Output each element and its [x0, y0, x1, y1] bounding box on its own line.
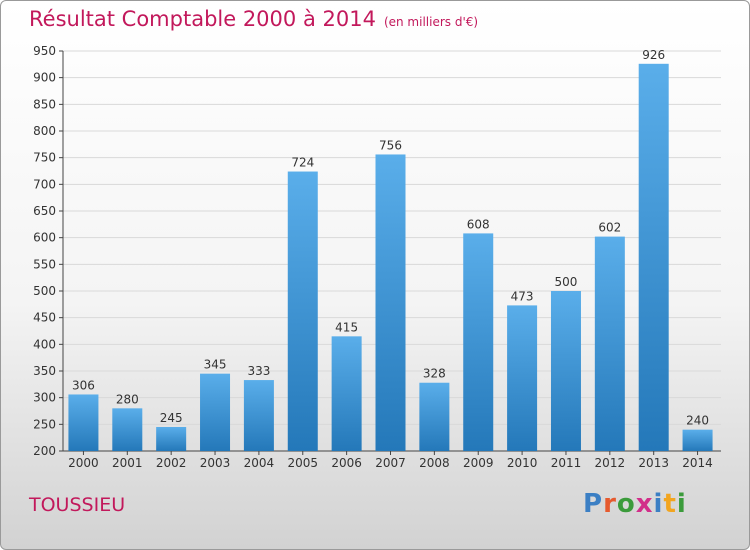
- y-tick-label: 650: [33, 204, 56, 218]
- data-label-2010: 473: [511, 289, 534, 303]
- data-label-2002: 245: [160, 411, 183, 425]
- bar-2004: [243, 380, 274, 451]
- x-tick-label-2014: 2014: [682, 456, 713, 470]
- data-label-2004: 333: [247, 364, 270, 378]
- data-label-2008: 328: [423, 367, 446, 381]
- bar-2014: [682, 429, 713, 451]
- logo-letter: i: [653, 489, 664, 519]
- logo-letter: x: [635, 489, 654, 519]
- bar-2003: [200, 373, 231, 451]
- y-tick-label: 700: [33, 177, 56, 191]
- x-tick-label-2003: 2003: [200, 456, 231, 470]
- y-tick-label: 750: [33, 151, 56, 165]
- x-tick-label-2004: 2004: [244, 456, 275, 470]
- y-tick-label: 250: [33, 417, 56, 431]
- bar-2006: [331, 336, 362, 451]
- data-label-2005: 724: [291, 156, 314, 170]
- y-tick-label: 450: [33, 311, 56, 325]
- bar-2007: [375, 154, 406, 451]
- x-tick-label-2005: 2005: [287, 456, 318, 470]
- y-tick-label: 900: [33, 71, 56, 85]
- logo-letter: i: [676, 489, 687, 519]
- y-tick-label: 550: [33, 257, 56, 271]
- y-tick-label: 200: [33, 444, 56, 458]
- data-label-2009: 608: [467, 217, 490, 231]
- data-label-2001: 280: [116, 392, 139, 406]
- data-label-2014: 240: [686, 414, 709, 428]
- data-label-2000: 306: [72, 378, 95, 392]
- chart-title: Résultat Comptable 2000 à 2014 (en millie…: [29, 7, 478, 31]
- data-label-2006: 415: [335, 320, 358, 334]
- bar-2011: [550, 291, 581, 451]
- logo-letter: P: [583, 489, 604, 519]
- y-tick-label: 500: [33, 284, 56, 298]
- y-tick-label: 400: [33, 337, 56, 351]
- x-tick-label-2007: 2007: [375, 456, 406, 470]
- bar-2000: [68, 394, 99, 451]
- y-tick-label: 350: [33, 364, 56, 378]
- logo-letter: o: [616, 489, 636, 519]
- x-tick-label-2011: 2011: [551, 456, 582, 470]
- x-tick-label-2012: 2012: [595, 456, 626, 470]
- bar-2001: [112, 408, 143, 451]
- x-tick-label-2010: 2010: [507, 456, 538, 470]
- y-tick-label: 600: [33, 231, 56, 245]
- x-tick-label-2001: 2001: [112, 456, 143, 470]
- chart-title-text: Résultat Comptable 2000 à 2014: [29, 7, 376, 31]
- bar-2013: [638, 63, 669, 452]
- data-label-2003: 345: [204, 358, 227, 372]
- y-tick-label: 950: [33, 44, 56, 58]
- y-tick-label: 300: [33, 391, 56, 405]
- x-tick-label-2006: 2006: [331, 456, 362, 470]
- x-tick-label-2009: 2009: [463, 456, 494, 470]
- y-tick-label: 850: [33, 97, 56, 111]
- bar-2005: [287, 171, 318, 452]
- x-tick-label-2002: 2002: [156, 456, 187, 470]
- axes: 200 250 300 350 400 450 500 550 600 650 700 750 800 8…: [33, 44, 721, 470]
- proxiti-logo: Proxiti: [583, 489, 687, 519]
- bar-2009: [463, 233, 494, 451]
- y-tick-label: 800: [33, 124, 56, 138]
- bars: [68, 63, 713, 452]
- commune-name: TOUSSIEU: [29, 494, 126, 516]
- chart-subtitle: (en milliers d'€): [383, 15, 479, 29]
- bar-2002: [156, 427, 187, 451]
- logo-letter: t: [663, 489, 677, 519]
- data-label-2011: 500: [555, 275, 578, 289]
- x-tick-label-2008: 2008: [419, 456, 450, 470]
- bar-2012: [594, 236, 625, 451]
- logo-letter: r: [603, 489, 617, 519]
- data-label-2012: 602: [598, 221, 621, 235]
- data-label-2013: 926: [642, 48, 665, 62]
- bar-2008: [419, 382, 450, 451]
- data-labels: 306 280 245 345 333 724 415 756 328 608 473 500 602 9…: [72, 48, 709, 428]
- x-tick-label-2000: 2000: [68, 456, 99, 470]
- data-label-2007: 756: [379, 138, 402, 152]
- bar-2010: [507, 305, 538, 451]
- x-tick-label-2013: 2013: [638, 456, 669, 470]
